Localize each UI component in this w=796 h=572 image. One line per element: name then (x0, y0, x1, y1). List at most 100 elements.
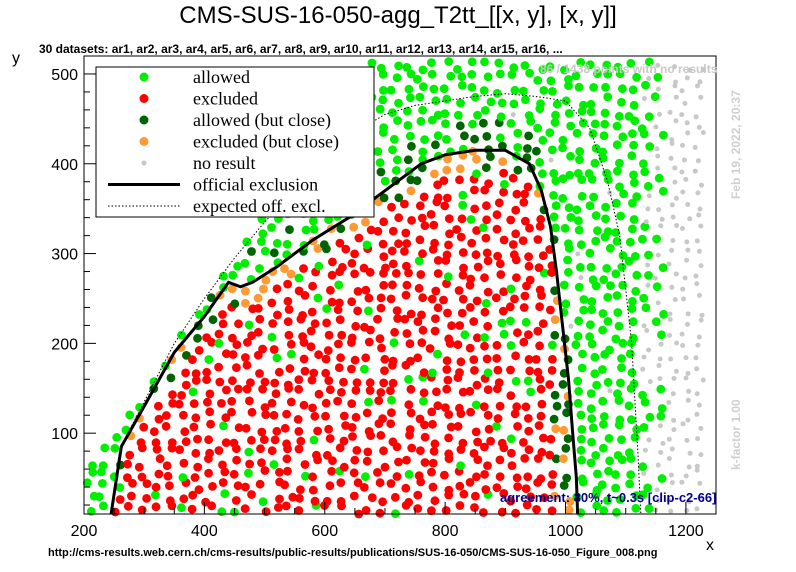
point-allowed (418, 147, 428, 157)
point-allowed (629, 333, 638, 343)
point-excluded (334, 363, 344, 373)
source-url: http://cms-results.web.cern.ch/cms-resul… (48, 547, 658, 559)
point-excluded (282, 409, 291, 419)
point-no-result (672, 297, 678, 303)
point-excluded (545, 380, 555, 389)
point-allowed (526, 387, 535, 397)
point-allowed (585, 60, 595, 70)
point-excluded (482, 354, 492, 364)
point-excluded (510, 294, 519, 304)
axis-ticks: 200 400 600 800 1000 1200 100 200 300 400 500 (51, 55, 717, 540)
point-no-result (657, 376, 663, 382)
point-allowed (639, 423, 649, 432)
point-excluded (492, 210, 502, 220)
point-excluded (187, 504, 197, 514)
point-excluded (151, 438, 161, 448)
point-allowed (433, 110, 443, 120)
point-excluded (283, 380, 293, 390)
point-excluded (534, 263, 544, 272)
point-no-result (510, 112, 516, 118)
point-excluded (444, 240, 453, 250)
point-excluded (151, 482, 161, 492)
point-excluded (519, 438, 528, 447)
point-allowed (495, 69, 505, 79)
point-no-result (672, 83, 678, 89)
point-allowed (441, 119, 450, 128)
point-excluded (506, 215, 516, 225)
point-allowed (467, 70, 477, 79)
point-allowed (428, 368, 437, 378)
point-excluded (335, 443, 345, 453)
point-allowed (615, 415, 625, 425)
point-excluded (228, 333, 237, 343)
point-excluded (241, 482, 250, 492)
point-excluded (493, 414, 503, 423)
x-axis-label: x (706, 537, 714, 554)
point-excluded (465, 303, 475, 312)
point-allowed (479, 86, 489, 95)
point-excluded (218, 478, 228, 487)
point-allowed (495, 133, 505, 143)
point-excluded (483, 321, 493, 331)
point-no-result (685, 247, 691, 253)
point-allowed (589, 83, 598, 92)
point-excluded (483, 385, 493, 394)
point-excluded (326, 285, 335, 295)
point-excluded (243, 338, 252, 347)
point-allowed (94, 492, 104, 501)
point-excluded (162, 461, 172, 471)
point-excluded (482, 201, 491, 211)
point-excluded (335, 298, 344, 308)
point-excluded (137, 505, 147, 515)
point-excluded (162, 411, 171, 420)
point-allowed (472, 169, 481, 179)
point-allowed-close (562, 473, 572, 483)
point-excluded (137, 472, 147, 482)
point-allowed (486, 97, 496, 107)
point-allowed (549, 191, 558, 200)
point-excluded (425, 344, 435, 353)
point-no-result (645, 282, 651, 288)
point-allowed (613, 62, 623, 72)
x-tick-label: 200 (71, 523, 98, 540)
point-allowed (639, 159, 648, 169)
point-allowed (575, 155, 584, 165)
point-excluded (155, 454, 165, 464)
point-excluded (255, 479, 265, 489)
point-excluded (404, 497, 414, 507)
legend-symbol-excluded-close (139, 137, 149, 146)
point-allowed (618, 132, 628, 142)
point-excluded (179, 458, 189, 468)
point-excluded (327, 466, 336, 476)
point-excluded (341, 421, 350, 430)
point-excluded (472, 472, 481, 482)
point-excluded (359, 483, 369, 492)
point-excluded (229, 469, 239, 479)
point-allowed (657, 474, 667, 483)
point-no-result (647, 379, 653, 385)
point-excluded (308, 281, 317, 291)
point-excluded (234, 319, 243, 329)
y-axis-label: y (12, 50, 20, 67)
point-no-result (641, 470, 647, 476)
point-excluded (364, 427, 374, 436)
point-allowed (255, 264, 264, 273)
point-no-result (656, 497, 661, 503)
point-excluded (314, 389, 324, 399)
point-excluded (483, 287, 493, 297)
point-excluded (349, 491, 359, 501)
x-tick-label: 1200 (668, 523, 704, 540)
point-allowed-close (208, 315, 218, 325)
point-excluded (380, 366, 389, 375)
point-allowed (611, 334, 621, 344)
point-allowed (598, 365, 607, 374)
point-excluded (387, 408, 396, 417)
point-excluded (283, 466, 292, 476)
point-excluded (333, 396, 342, 406)
point-no-result (695, 342, 701, 348)
point-allowed (576, 445, 586, 455)
point-allowed (576, 240, 586, 250)
point-excluded (400, 199, 409, 209)
point-excluded (402, 455, 411, 465)
point-excluded (336, 353, 345, 363)
